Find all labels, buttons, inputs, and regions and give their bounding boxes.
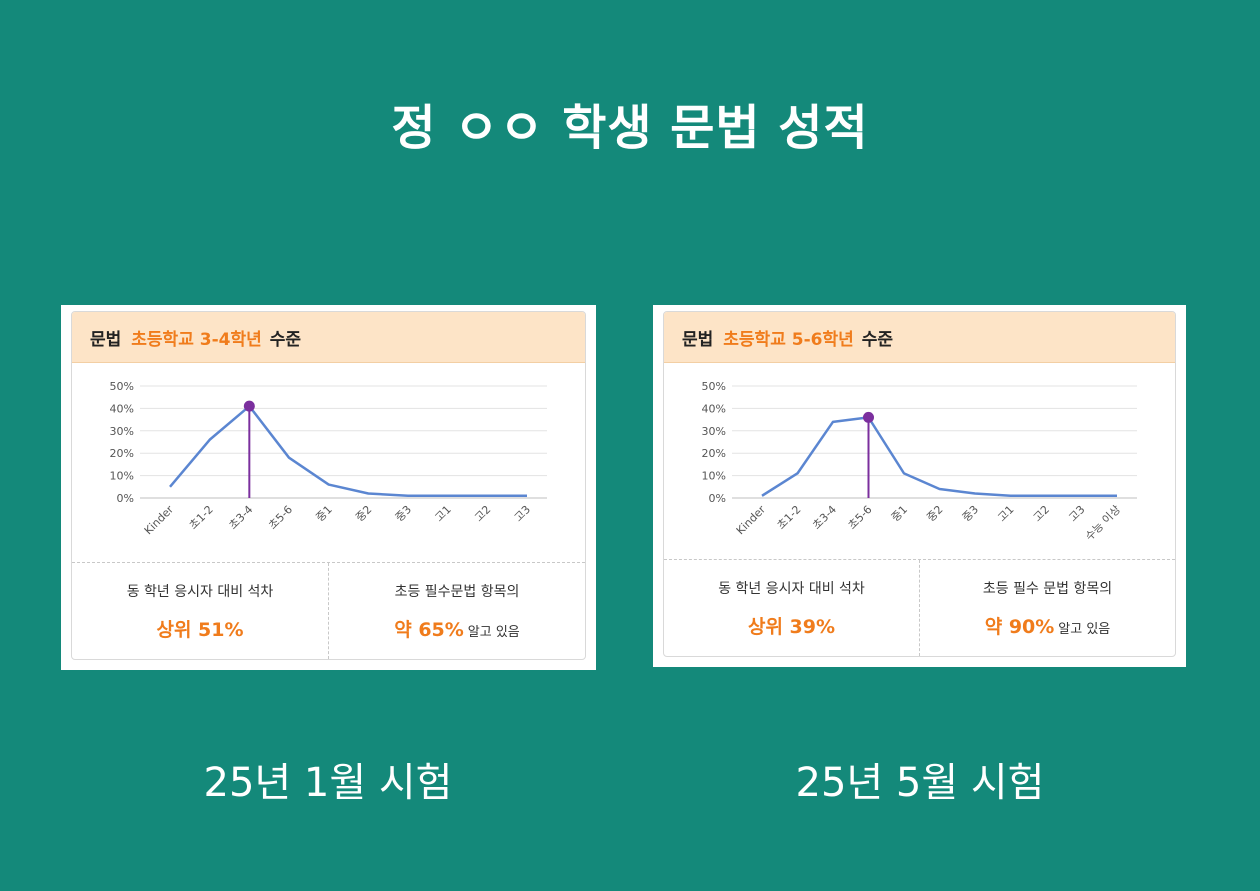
x-tick-label: 초1-2 — [187, 503, 216, 532]
y-tick-label: 10% — [702, 470, 726, 483]
card-header: 문법 초등학교 5-6학년 수준 — [664, 312, 1175, 363]
x-tick-label: Kinder — [734, 503, 769, 538]
rank-label: 동 학년 응시자 대비 석차 — [126, 583, 274, 600]
coverage-suffix: 알고 있음 — [1058, 621, 1111, 637]
x-tick-label: 고3 — [512, 503, 533, 524]
coverage-value: 약 90% — [984, 615, 1055, 638]
rank-value: 상위 51% — [156, 618, 244, 641]
x-tick-label: 초5-6 — [846, 503, 875, 532]
y-tick-label: 10% — [110, 470, 134, 483]
coverage-label: 초등 필수 문법 항목의 — [982, 580, 1113, 597]
coverage-suffix: 알고 있음 — [467, 624, 520, 640]
x-tick-label: 중3 — [960, 503, 981, 524]
x-tick-label: 수능 이상 — [1083, 503, 1123, 543]
score-card-january: 문법 초등학교 3-4학년 수준 0% 10% 20% 30% 40% 50% Kinder… — [61, 305, 596, 670]
coverage-stat: 초등 필수 문법 항목의 약 90% 알고 있음 — [919, 560, 1175, 656]
y-tick-label: 30% — [110, 425, 134, 438]
rank-stat: 동 학년 응시자 대비 석차 상위 39% — [664, 560, 919, 656]
header-suffix: 수준 — [861, 329, 894, 350]
x-tick-label: 고1 — [995, 503, 1016, 524]
x-tick-label: 초5-6 — [266, 503, 295, 532]
coverage-value: 약 65% — [394, 618, 464, 641]
y-tick-label: 50% — [702, 380, 726, 393]
x-tick-label: 중2 — [924, 503, 945, 524]
x-tick-label: 초1-2 — [775, 503, 804, 532]
level-marker-point — [243, 400, 255, 412]
level-distribution-chart: 0% 10% 20% 30% 40% 50% Kinder 초1-2 초3-4 초5-6 중1 중2 중… — [110, 380, 547, 538]
x-tick-label: 고3 — [1066, 503, 1087, 524]
x-tick-label: 중3 — [393, 503, 414, 524]
rank-label: 동 학년 응시자 대비 석차 — [718, 580, 865, 597]
score-card-may: 문법 초등학교 5-6학년 수준 0% 10% 20% 30% 40% 50% Kinder… — [653, 305, 1186, 667]
x-tick-label: 초3-4 — [226, 503, 255, 532]
x-tick-label: 중1 — [313, 503, 334, 524]
y-tick-label: 40% — [110, 402, 134, 415]
header-prefix: 문법 — [682, 329, 714, 350]
card-header: 문법 초등학교 3-4학년 수준 — [72, 312, 585, 363]
y-tick-label: 20% — [110, 447, 134, 460]
page-title: 정 ㅇㅇ 학생 문법 성적 — [391, 100, 869, 156]
header-level: 초등학교 3-4학년 — [131, 329, 262, 350]
y-tick-label: 30% — [702, 425, 726, 438]
stats-row: 동 학년 응시자 대비 석차 상위 51% 초등 필수문법 항목의 약 65% 알… — [72, 562, 585, 659]
coverage-label: 초등 필수문법 항목의 — [394, 583, 520, 600]
level-distribution-chart: 0% 10% 20% 30% 40% 50% Kinder 초1-2 초3-4 초5-6 중1 중2 중… — [702, 380, 1137, 543]
header-prefix: 문법 — [90, 329, 122, 350]
x-tick-label: 고2 — [472, 503, 493, 524]
x-tick-label: 중1 — [889, 503, 910, 524]
rank-stat: 동 학년 응시자 대비 석차 상위 51% — [72, 563, 328, 659]
y-tick-label: 50% — [110, 380, 134, 393]
caption-january: 25년 1월 시험 — [203, 760, 453, 806]
y-tick-label: 0% — [709, 492, 726, 505]
header-level: 초등학교 5-6학년 — [723, 329, 854, 350]
x-tick-label: 초3-4 — [810, 503, 839, 532]
stats-row: 동 학년 응시자 대비 석차 상위 39% 초등 필수 문법 항목의 약 90%… — [664, 559, 1175, 656]
rank-value: 상위 39% — [747, 615, 836, 638]
y-tick-label: 0% — [117, 492, 134, 505]
caption-may: 25년 5월 시험 — [795, 760, 1045, 806]
x-tick-label: 고2 — [1031, 503, 1052, 524]
level-marker-point — [863, 411, 874, 423]
series-line — [169, 404, 527, 498]
series-line — [761, 416, 1117, 498]
x-tick-label: Kinder — [142, 503, 177, 538]
y-tick-label: 20% — [702, 447, 726, 460]
x-tick-label: 고1 — [432, 503, 453, 524]
header-suffix: 수준 — [269, 329, 302, 350]
y-tick-label: 40% — [702, 402, 726, 415]
x-tick-label: 중2 — [353, 503, 374, 524]
coverage-stat: 초등 필수문법 항목의 약 65% 알고 있음 — [328, 563, 585, 659]
